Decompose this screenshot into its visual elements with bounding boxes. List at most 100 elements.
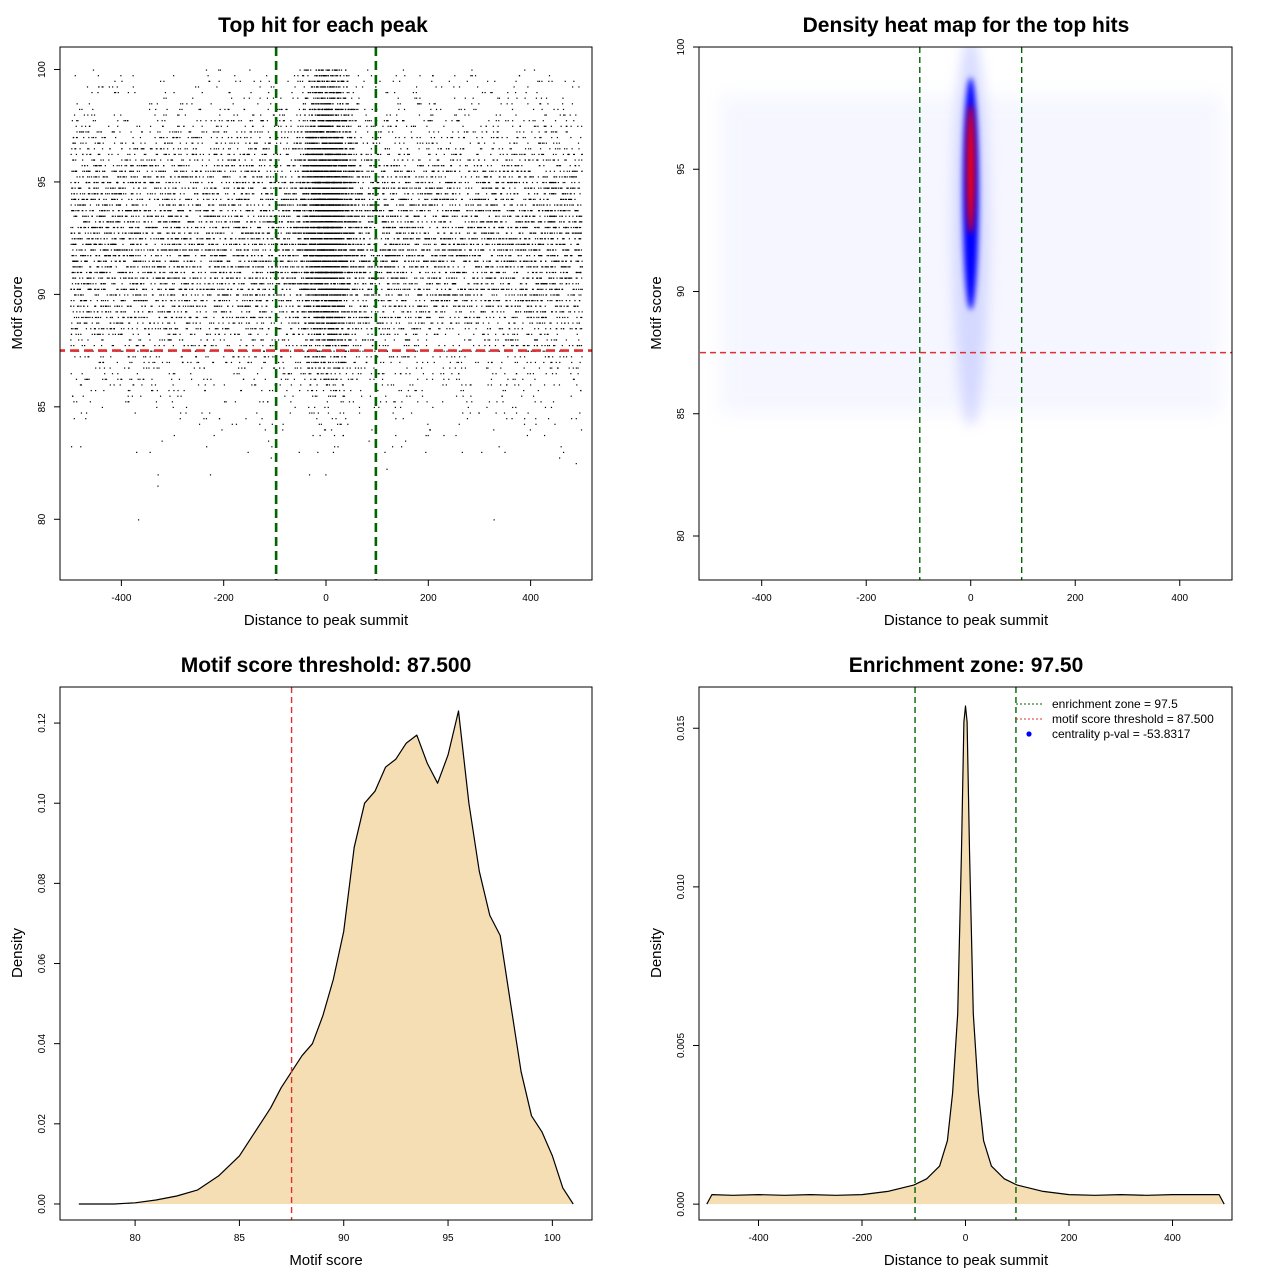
scatter-point (272, 345, 273, 346)
scatter-point (217, 289, 218, 290)
scatter-point (76, 120, 77, 121)
scatter-point (234, 322, 235, 323)
scatter-point (95, 317, 96, 318)
scatter-point (367, 204, 368, 205)
scatter-point (511, 345, 512, 346)
scatter-point (492, 92, 493, 93)
scatter-point (204, 278, 205, 279)
scatter-point (408, 390, 409, 391)
scatter-point (397, 283, 398, 284)
scatter-point (423, 165, 424, 166)
scatter-point (125, 143, 126, 144)
scatter-point (524, 227, 525, 228)
scatter-point (326, 322, 327, 323)
scatter-point (166, 109, 167, 110)
scatter-point (406, 396, 407, 397)
scatter-point (289, 193, 290, 194)
scatter-point (112, 373, 113, 374)
scatter-point (387, 384, 388, 385)
scatter-point (427, 199, 428, 200)
scatter-point (91, 390, 92, 391)
scatter-point (526, 311, 527, 312)
scatter-point (262, 131, 263, 132)
scatter-point (408, 233, 409, 234)
scatter-point (186, 171, 187, 172)
scatter-point (196, 188, 197, 189)
scatter-point (177, 137, 178, 138)
scatter-point (454, 278, 455, 279)
scatter-point (422, 221, 423, 222)
scatter-point (547, 233, 548, 234)
scatter-point (82, 171, 83, 172)
scatter-point (110, 233, 111, 234)
scatter-point (271, 446, 272, 447)
scatter-point (109, 86, 110, 87)
scatter-point (461, 176, 462, 177)
scatter-point (378, 407, 379, 408)
scatter-point (198, 272, 199, 273)
scatter-point (390, 300, 391, 301)
scatter-point (87, 339, 88, 340)
scatter-point (502, 244, 503, 245)
scatter-point (573, 81, 574, 82)
scatter-point (405, 373, 406, 374)
scatter-point (410, 317, 411, 318)
scatter-point (281, 261, 282, 262)
scatter-point (75, 283, 76, 284)
scatter-point (356, 278, 357, 279)
scatter-point (110, 182, 111, 183)
scatter-point (238, 143, 239, 144)
scatter-point (361, 367, 362, 368)
scatter-point (348, 345, 349, 346)
scatter-point (334, 435, 335, 436)
scatter-point (126, 204, 127, 205)
scatter-point (547, 244, 548, 245)
scatter-point (570, 278, 571, 279)
scatter-point (71, 255, 72, 256)
scatter-point (388, 216, 389, 217)
scatter-point (522, 322, 523, 323)
scatter-point (536, 204, 537, 205)
scatter-point (250, 131, 251, 132)
scatter-point (185, 114, 186, 115)
scatter-point (175, 272, 176, 273)
scatter-point (451, 278, 452, 279)
scatter-point (202, 126, 203, 127)
scatter-point (444, 345, 445, 346)
scatter-point (355, 182, 356, 183)
scatter-point (211, 322, 212, 323)
scatter-point (172, 294, 173, 295)
scatter-point (552, 255, 553, 256)
scatter-point (254, 379, 255, 380)
scatter-point (250, 148, 251, 149)
scatter-point (144, 294, 145, 295)
scatter-point (96, 317, 97, 318)
scatter-point (279, 238, 280, 239)
scatter-point (459, 272, 460, 273)
scatter-point (266, 148, 267, 149)
scatter-point (498, 339, 499, 340)
scatter-point (205, 171, 206, 172)
scatter-point (457, 188, 458, 189)
scatter-point (375, 311, 376, 312)
scatter-point (526, 255, 527, 256)
scatter-point (79, 266, 80, 267)
scatter-point (299, 272, 300, 273)
scatter-point (373, 306, 374, 307)
scatter-point (550, 328, 551, 329)
scatter-point (436, 109, 437, 110)
scatter-point (353, 261, 354, 262)
scatter-point (361, 171, 362, 172)
scatter-point (416, 92, 417, 93)
scatter-point (189, 159, 190, 160)
scatter-point (158, 300, 159, 301)
scatter-point (461, 227, 462, 228)
scatter-point (283, 362, 284, 363)
scatter-point (290, 401, 291, 402)
scatter-point (534, 69, 535, 70)
scatter-point (434, 272, 435, 273)
scatter-point (278, 210, 279, 211)
scatter-point (404, 165, 405, 166)
scatter-point (256, 322, 257, 323)
scatter-point (124, 221, 125, 222)
